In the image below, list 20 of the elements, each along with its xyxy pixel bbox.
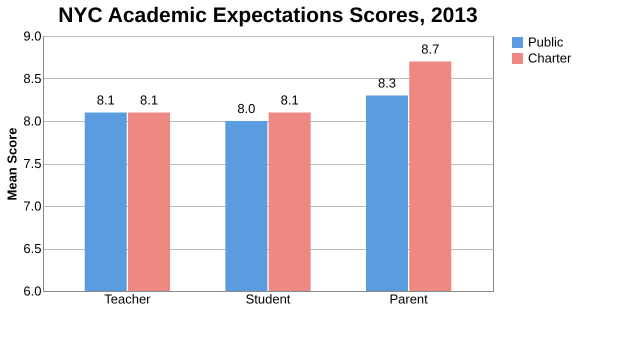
legend-label: Public — [528, 34, 564, 50]
data-label: 8.7 — [421, 42, 440, 56]
x-tick-label: Teacher — [104, 292, 152, 306]
data-label: 8.0 — [237, 101, 256, 116]
data-label: 8.3 — [378, 76, 396, 90]
y-tick-label: 6.5 — [23, 241, 42, 256]
data-label: 8.1 — [280, 92, 299, 108]
y-tick-label: 6.0 — [23, 284, 42, 298]
y-tick-label: 9.0 — [23, 28, 42, 44]
x-tick-label: Student — [246, 292, 291, 306]
x-tick-label: Parent — [389, 292, 428, 306]
y-tick-label: 7.0 — [23, 198, 42, 214]
y-tick-label: 8.0 — [23, 114, 42, 128]
y-axis-title: Mean Score — [4, 128, 20, 200]
data-label: 8.1 — [96, 92, 115, 108]
data-label: 8.1 — [140, 92, 158, 108]
y-tick-label: 7.5 — [23, 156, 42, 171]
legend-label: Charter — [528, 50, 572, 66]
chart-title: NYC Academic Expectations Scores, 2013 — [58, 4, 478, 27]
y-tick-label: 8.5 — [23, 71, 42, 86]
